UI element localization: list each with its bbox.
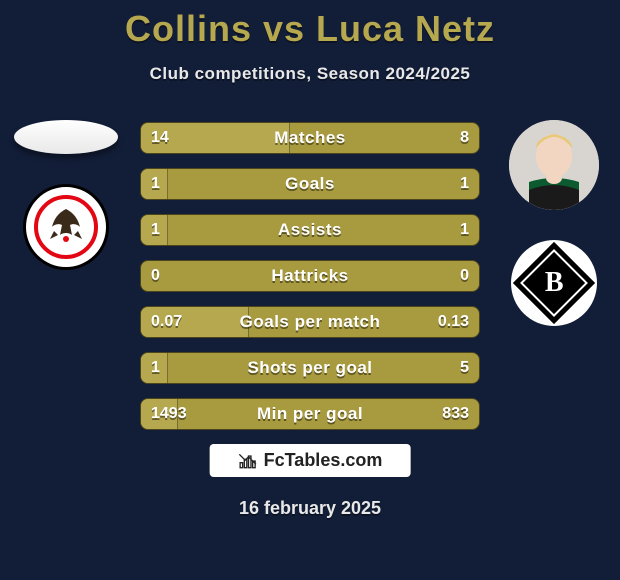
player2-club-badge: B (511, 240, 597, 326)
stat-row: 11Assists (140, 214, 480, 246)
stat-row: 148Matches (140, 122, 480, 154)
club-letter-icon: B (545, 267, 564, 299)
stat-row: 00Hattricks (140, 260, 480, 292)
brand-text: FcTables.com (264, 450, 383, 471)
comparison-title: Collins vs Luca Netz (0, 0, 620, 50)
stat-label: Min per goal (141, 399, 479, 429)
player1-club-badge (23, 184, 109, 270)
stat-label: Hattricks (141, 261, 479, 291)
player2-avatar (509, 120, 599, 210)
footer-date: 16 february 2025 (0, 498, 620, 519)
stat-label: Shots per goal (141, 353, 479, 383)
stat-row: 0.070.13Goals per match (140, 306, 480, 338)
player2-column: B (494, 120, 614, 326)
stat-row: 11Goals (140, 168, 480, 200)
brand-badge: FcTables.com (210, 444, 411, 477)
stat-label: Goals (141, 169, 479, 199)
comparison-bars: 148Matches 11Goals 11Assists 00Hattricks 0.0… (140, 122, 480, 444)
eagle-icon (44, 205, 88, 249)
comparison-subtitle: Club competitions, Season 2024/2025 (0, 64, 620, 84)
chart-icon (238, 451, 258, 471)
stat-label: Goals per match (141, 307, 479, 337)
stat-row: 15Shots per goal (140, 352, 480, 384)
player1-column (6, 120, 126, 270)
player1-avatar (14, 120, 118, 154)
stat-row: 1493833Min per goal (140, 398, 480, 430)
stat-label: Assists (141, 215, 479, 245)
stat-label: Matches (141, 123, 479, 153)
